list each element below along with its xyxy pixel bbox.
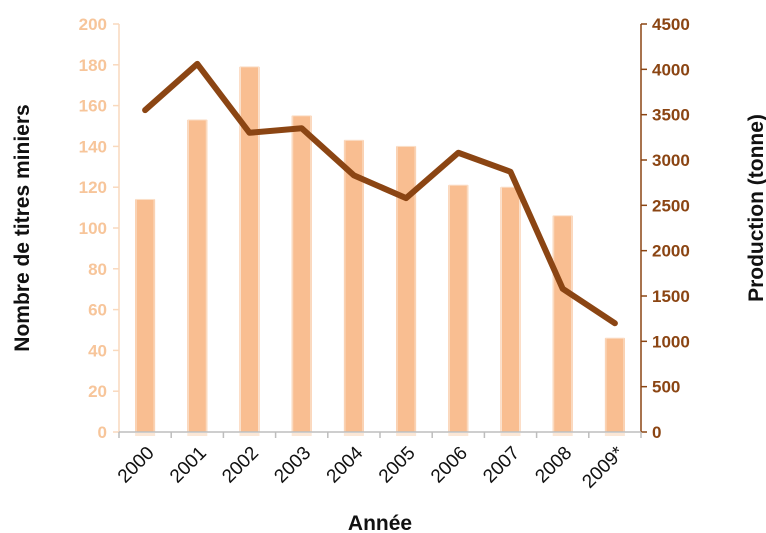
bar-reflection <box>604 433 625 436</box>
bar-reflection <box>396 433 417 436</box>
bar-reflection <box>187 433 208 436</box>
line-path <box>142 60 618 327</box>
bar-reflection <box>448 433 469 436</box>
bar-reflection <box>552 433 573 436</box>
left-axis-title: Nombre de titres miniers <box>11 104 34 351</box>
x-tick-label: 2000 <box>114 443 159 488</box>
left-tick-label: 0 <box>98 423 107 442</box>
right-tick-label: 2000 <box>652 242 690 261</box>
x-tick-label: 2004 <box>323 442 368 487</box>
x-tick-label: 2005 <box>375 443 420 488</box>
right-tick-label: 3000 <box>652 151 690 170</box>
bar-reflection <box>239 433 260 436</box>
right-axis-title: Production (tonne) <box>745 114 766 302</box>
left-tick-label: 200 <box>79 15 107 34</box>
x-axis-title: Année <box>348 512 412 533</box>
right-tick-label: 0 <box>652 423 661 442</box>
x-tick-label: 2009* <box>578 442 628 492</box>
bar <box>187 119 208 432</box>
bar <box>291 115 312 433</box>
x-tick-label: 2003 <box>270 443 315 488</box>
left-tick-label: 120 <box>79 178 107 197</box>
bar-series <box>135 66 625 436</box>
x-tick-label: 2008 <box>531 443 576 488</box>
bar <box>135 199 156 432</box>
bar <box>500 187 521 432</box>
x-tick-label: 2007 <box>479 443 524 488</box>
right-axis: 0 500 1000 1500 2000 2500 3000 3500 4000 4500 <box>640 15 690 442</box>
bar-reflection <box>135 433 156 436</box>
bar <box>604 338 625 432</box>
bar-reflection <box>500 433 521 436</box>
right-tick-label: 1000 <box>652 332 690 351</box>
right-tick-label: 2500 <box>652 196 690 215</box>
right-tick-label: 4000 <box>652 60 690 79</box>
left-tick-label: 20 <box>88 382 107 401</box>
left-tick-label: 140 <box>79 137 107 156</box>
right-tick-label: 4500 <box>652 15 690 34</box>
x-axis: 2000 2001 2002 2003 2004 2005 2006 2007 2008 2009… <box>114 431 642 493</box>
bar-reflection <box>343 433 364 436</box>
x-tick-label: 2006 <box>427 443 472 488</box>
right-tick-label: 500 <box>652 378 680 397</box>
left-tick-label: 60 <box>88 301 107 320</box>
right-tick-label: 1500 <box>652 287 690 306</box>
bar <box>448 185 469 432</box>
left-tick-label: 100 <box>79 219 107 238</box>
bar <box>239 66 260 432</box>
x-tick-label: 2001 <box>166 443 211 488</box>
bar-reflection <box>291 433 312 436</box>
left-tick-label: 40 <box>88 341 107 360</box>
left-tick-label: 180 <box>79 56 107 75</box>
x-tick-label: 2002 <box>218 443 263 488</box>
left-tick-label: 80 <box>88 260 107 279</box>
left-tick-label: 160 <box>79 97 107 116</box>
line-series <box>142 60 618 327</box>
bar <box>552 215 573 432</box>
bar <box>343 140 364 432</box>
right-tick-label: 3500 <box>652 106 690 125</box>
bar <box>396 146 417 432</box>
left-axis: 0 20 40 60 80 100 120 140 160 180 200 <box>79 15 120 442</box>
